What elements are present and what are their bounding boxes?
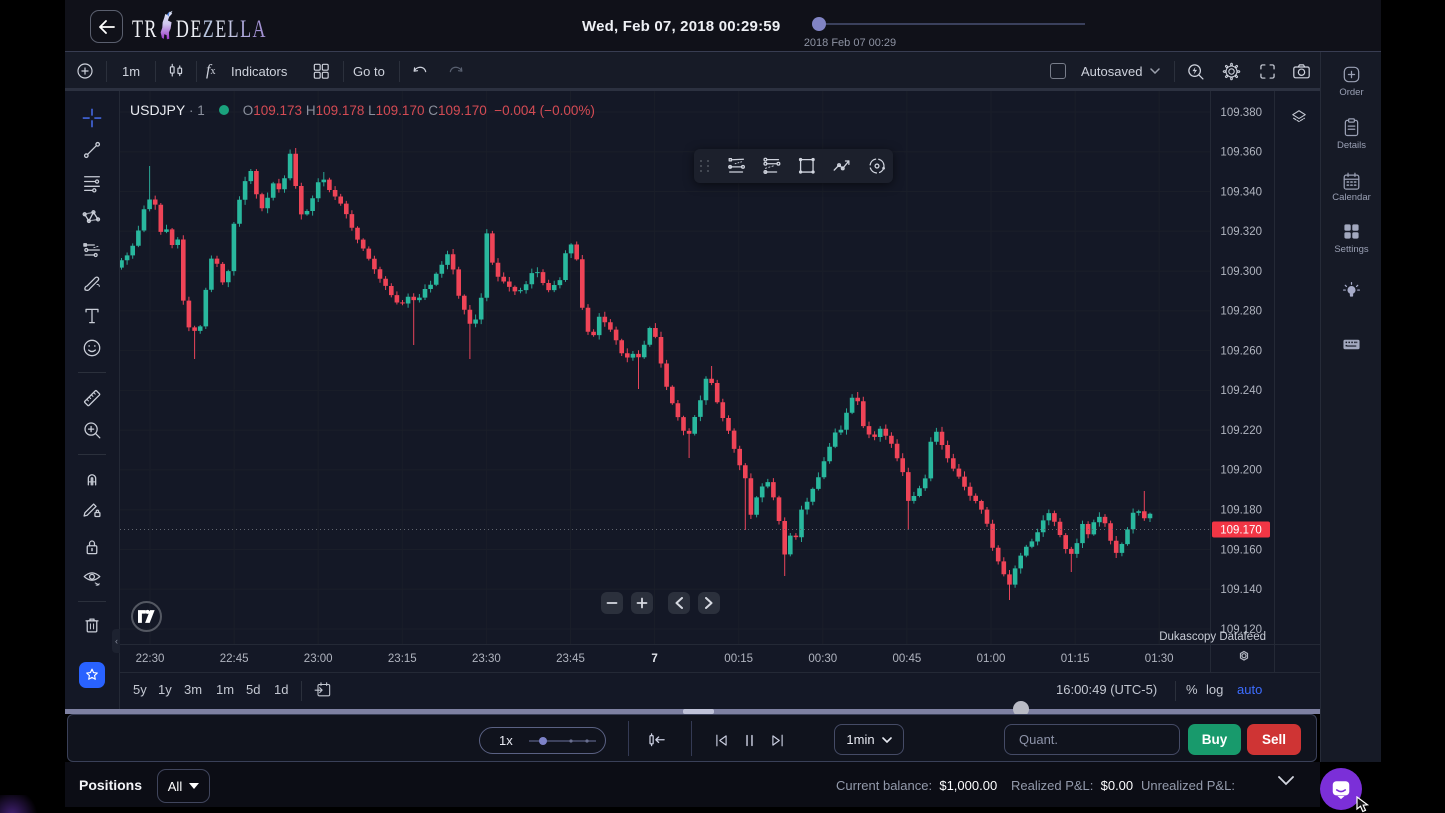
svg-text:109.360: 109.360 xyxy=(1220,147,1262,159)
svg-text:22:45: 22:45 xyxy=(220,653,249,665)
svg-text:22:30: 22:30 xyxy=(136,653,165,665)
svg-text:109.320: 109.320 xyxy=(1220,226,1262,238)
svg-text:109.160: 109.160 xyxy=(1220,544,1262,556)
svg-text:00:30: 00:30 xyxy=(808,653,837,665)
svg-text:109.340: 109.340 xyxy=(1220,186,1262,198)
svg-text:01:30: 01:30 xyxy=(1145,653,1174,665)
svg-text:109.240: 109.240 xyxy=(1220,385,1262,397)
svg-text:23:45: 23:45 xyxy=(556,653,585,665)
svg-text:109.280: 109.280 xyxy=(1220,306,1262,318)
svg-text:23:15: 23:15 xyxy=(388,653,417,665)
svg-text:109.140: 109.140 xyxy=(1220,584,1262,596)
svg-text:00:15: 00:15 xyxy=(724,653,753,665)
svg-text:109.220: 109.220 xyxy=(1220,425,1262,437)
svg-text:7: 7 xyxy=(651,653,657,665)
svg-text:01:00: 01:00 xyxy=(977,653,1006,665)
svg-text:109.300: 109.300 xyxy=(1220,266,1262,278)
svg-text:109.380: 109.380 xyxy=(1220,107,1262,119)
svg-text:00:45: 00:45 xyxy=(893,653,922,665)
svg-text:109.120: 109.120 xyxy=(1220,624,1262,636)
svg-text:109.180: 109.180 xyxy=(1220,505,1262,517)
svg-text:23:30: 23:30 xyxy=(472,653,501,665)
svg-text:01:15: 01:15 xyxy=(1061,653,1090,665)
svg-text:109.170: 109.170 xyxy=(1220,525,1262,537)
svg-text:Dukascopy Datafeed: Dukascopy Datafeed xyxy=(1159,631,1266,643)
svg-text:109.200: 109.200 xyxy=(1220,465,1262,477)
svg-text:23:00: 23:00 xyxy=(304,653,333,665)
svg-text:109.260: 109.260 xyxy=(1220,345,1262,357)
